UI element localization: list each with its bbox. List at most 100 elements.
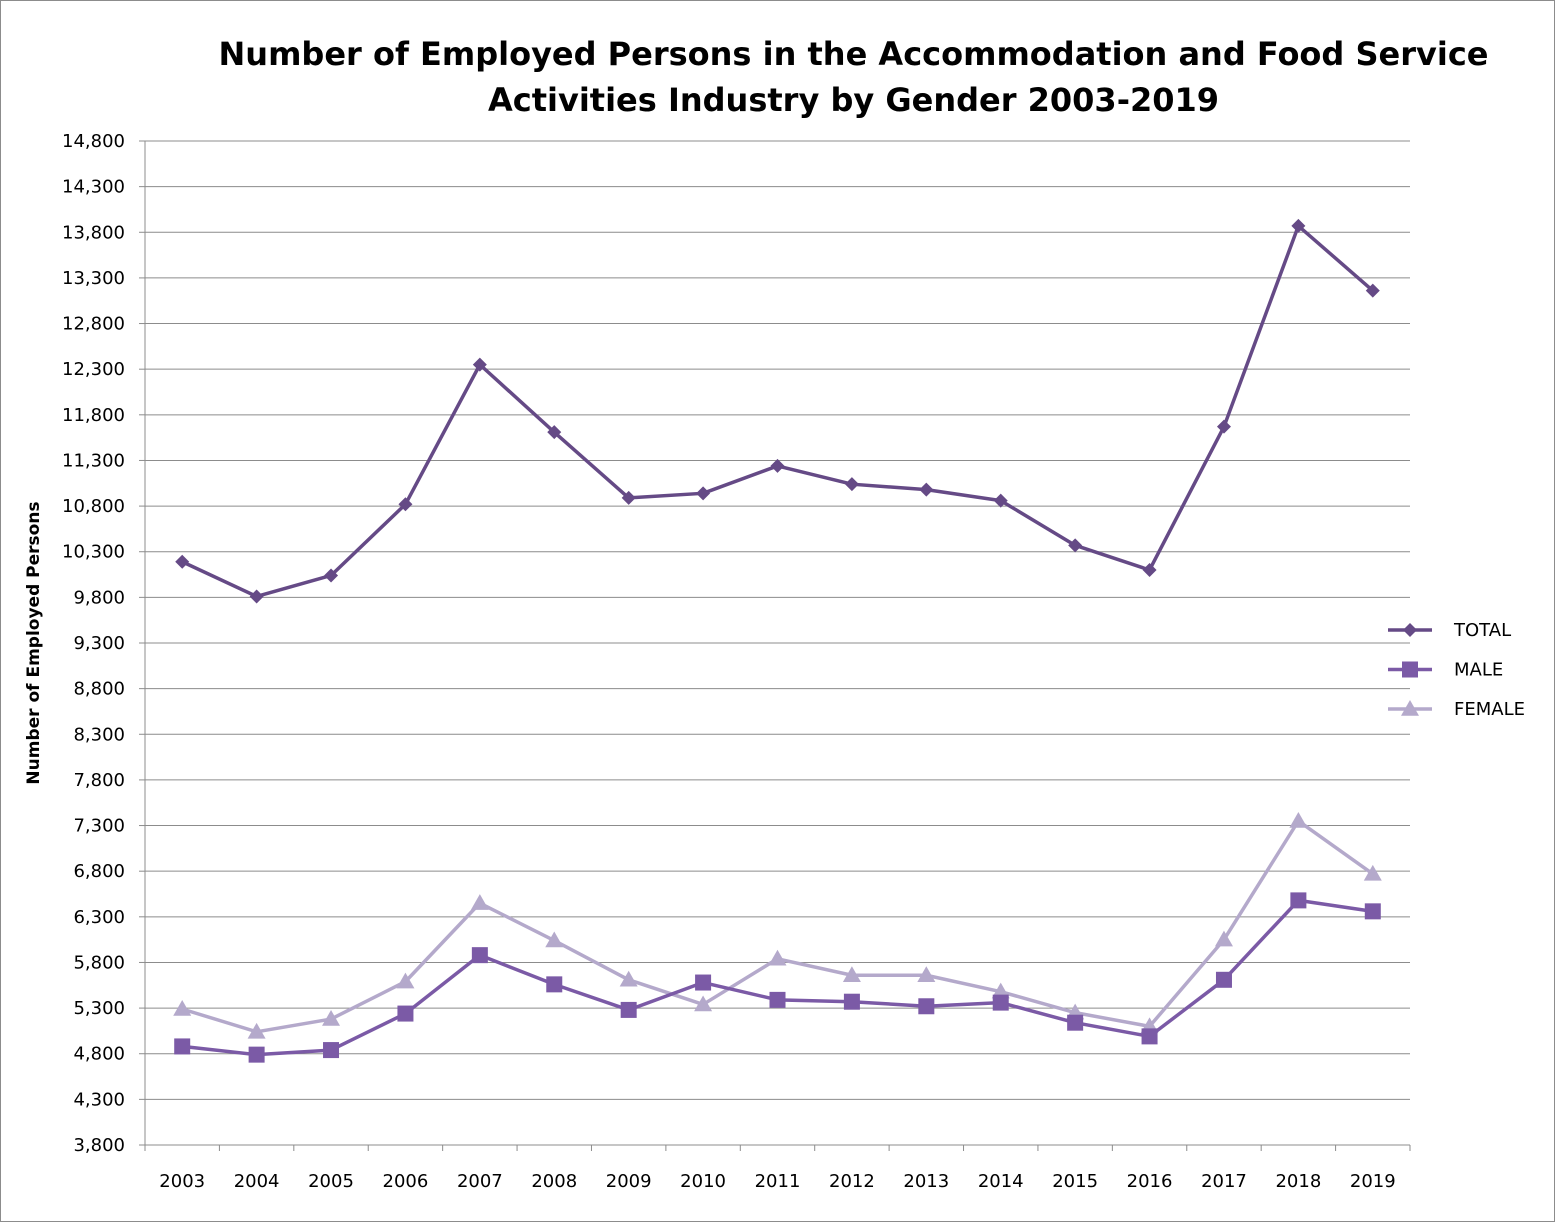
data-point-female [1214,930,1233,947]
data-point-male [546,976,563,993]
x-tick-label: 2014 [978,1171,1024,1192]
data-point-female [917,966,936,982]
x-tick-label: 2004 [234,1171,280,1192]
x-tick-label: 2011 [755,1171,801,1192]
data-point-male [248,1046,265,1063]
y-tick-label: 10,800 [62,496,125,517]
x-tick-label: 2010 [680,1171,726,1192]
x-tick-label: 2017 [1201,1171,1247,1192]
legend-marker-female [1401,700,1419,716]
data-point-total [1365,283,1380,298]
y-tick-label: 11,300 [62,450,125,471]
series-total [175,218,1380,604]
data-point-male [769,991,786,1008]
data-point-total [249,589,264,604]
data-point-male [323,1042,340,1059]
data-point-male [843,993,860,1010]
data-point-male [1215,971,1232,988]
data-point-total [1216,419,1231,434]
data-point-female [173,1000,192,1016]
y-tick-label: 10,300 [62,542,125,563]
data-point-male [918,998,935,1015]
y-axis-label: Number of Employed Persons [24,501,44,784]
data-point-total [696,486,711,501]
y-tick-label: 13,800 [62,222,125,243]
data-point-female [396,972,415,989]
y-tick-label: 9,300 [73,633,125,654]
y-tick-label: 11,800 [62,405,125,426]
data-point-female [991,982,1010,999]
series-male [174,892,1381,1063]
y-tick-label: 6,300 [73,907,125,928]
y-tick-label: 12,300 [62,359,125,380]
gridlines [139,140,1410,1146]
legend-marker-male [1402,661,1418,678]
x-tick-label: 2006 [383,1171,429,1192]
series-line-total [181,224,1374,599]
data-point-total [1142,562,1157,577]
y-tick-label: 14,300 [62,177,125,198]
data-point-female [619,970,638,987]
x-tick-label: 2013 [903,1171,949,1192]
y-tick-label: 4,800 [73,1044,125,1065]
y-tick-label: 5,800 [73,952,125,973]
legend-marker-total [1403,623,1417,637]
data-point-female [768,949,787,966]
x-tick-label: 2008 [531,1171,577,1192]
y-tick-label: 6,800 [73,861,125,882]
data-point-total [175,554,190,569]
y-tick-labels: 3,800 4,300 4,800 5,300 5,800 6,300 6,800 7,300… [62,131,125,1156]
legend-label: TOTAL [1453,620,1511,641]
x-tick-label: 2019 [1350,1171,1396,1192]
x-tick-label: 2005 [308,1171,354,1192]
chart-title: Number of Employed Persons in the Accomm… [151,31,1555,123]
data-point-male [471,947,488,964]
y-tick-label: 7,300 [73,816,125,837]
data-point-total [398,497,413,512]
data-point-total [547,425,562,440]
data-point-total [324,568,339,583]
chart-title-line-2: Activities Industry by Gender 2003-2019 [487,81,1220,119]
data-point-total [844,477,859,492]
data-point-total [472,357,487,372]
data-point-male [1290,892,1307,909]
data-point-male [1141,1028,1158,1045]
x-tick-label: 2018 [1275,1171,1321,1192]
data-point-female [694,995,713,1012]
data-point-female [470,894,489,910]
data-point-male [174,1038,191,1055]
y-tick-label: 13,300 [62,268,125,289]
data-point-total [1291,218,1306,233]
legend: TOTAL MALE FEMALE [1388,620,1525,720]
y-tick-label: 9,800 [73,587,125,608]
y-tick-label: 8,800 [73,679,125,700]
y-tick-label: 7,800 [73,770,125,791]
x-tick-label: 2009 [606,1171,652,1192]
data-point-male [397,1005,414,1022]
data-point-male [992,994,1009,1011]
data-point-female [842,966,861,982]
y-tick-label: 8,300 [73,724,125,745]
x-tick-label: 2015 [1052,1171,1098,1192]
y-tick-label: 14,800 [62,131,125,152]
data-point-female [1363,864,1382,881]
data-point-female [247,1022,266,1039]
y-tick-label: 5,300 [73,998,125,1019]
x-tick-labels: 2003 2004 2005 2006 2007 2008 2009 2010 2011 2012… [159,1171,1395,1192]
data-point-female [1289,811,1308,828]
data-point-total [1068,538,1083,553]
legend-item-male: MALE [1388,660,1503,681]
data-point-total [621,490,636,505]
x-tick-label: 2003 [159,1171,205,1192]
chart-title-line-1: Number of Employed Persons in the Accomm… [218,35,1489,73]
x-tick-label: 2016 [1127,1171,1173,1192]
x-tick-label: 2012 [829,1171,875,1192]
y-tick-label: 12,800 [62,314,125,335]
data-point-male [1364,903,1381,920]
legend-label: MALE [1454,660,1503,681]
data-point-female [322,1010,341,1026]
series-line-male [182,898,1374,1057]
data-point-total [919,482,934,497]
